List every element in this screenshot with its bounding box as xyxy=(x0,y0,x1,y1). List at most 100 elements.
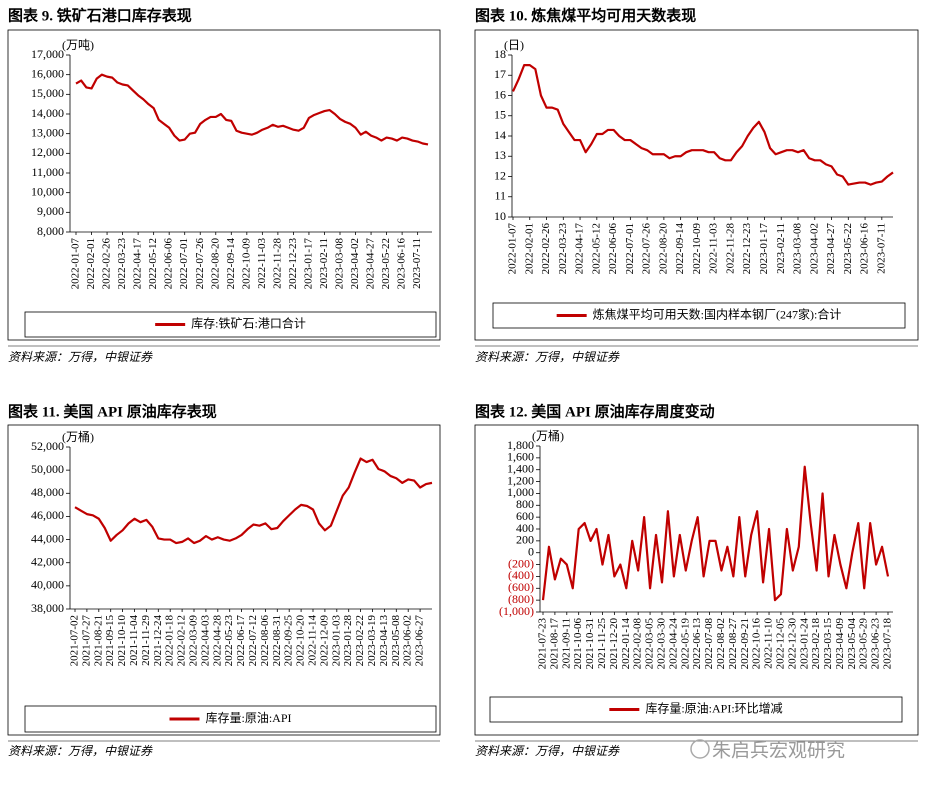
x-tick-label: 2022-05-19 xyxy=(679,618,691,670)
y-tick-label: 1,200 xyxy=(507,473,534,487)
y-tick-label: 50,000 xyxy=(31,462,64,476)
x-tick-label: 2021-11-04 xyxy=(128,615,140,666)
y-tick-label: 1,400 xyxy=(507,461,534,475)
x-tick-label: 2022-02-12 xyxy=(176,615,188,666)
x-tick-label: 2023-01-28 xyxy=(342,615,354,667)
x-tick-label: 2022-08-31 xyxy=(271,615,283,666)
legend-box xyxy=(489,696,903,723)
y-tick-label: 12 xyxy=(494,168,506,182)
y-tick-label: 16,000 xyxy=(31,66,64,80)
x-tick-label: 2022-06-06 xyxy=(163,238,175,290)
x-tick-label: 2021-10-10 xyxy=(116,615,128,667)
x-tick-label: 2021-11-25 xyxy=(596,618,608,669)
y-tick-label: 42,000 xyxy=(31,554,64,568)
x-tick-label: 2022-05-23 xyxy=(223,615,235,667)
y-tick-label: 17,000 xyxy=(31,47,64,61)
y-tick-label: 10 xyxy=(494,209,506,223)
y-tick-label: 400 xyxy=(516,521,534,535)
x-tick-label: 2022-07-01 xyxy=(178,238,190,289)
x-tick-label: 2022-11-14 xyxy=(307,615,319,666)
y-tick-label: 600 xyxy=(516,509,534,523)
x-tick-label: 2022-10-20 xyxy=(295,615,307,667)
x-tick-label: 2022-06-13 xyxy=(691,618,703,670)
chart-title: 图表 11. 美国 API 原油库存表现 xyxy=(8,402,217,420)
x-tick-label: 2022-12-09 xyxy=(318,615,330,667)
y-tick-label: 52,000 xyxy=(31,439,64,453)
axis-unit: (万桶) xyxy=(532,428,564,443)
x-tick-label: 2023-01-17 xyxy=(758,223,770,275)
x-tick-label: 2023-04-02 xyxy=(808,223,820,274)
x-tick-label: 2021-12-24 xyxy=(152,615,164,667)
x-tick-label: 2022-01-07 xyxy=(507,223,519,275)
chart-frame xyxy=(474,29,919,341)
x-tick-label: 2023-03-19 xyxy=(366,615,378,667)
y-tick-label: 13,000 xyxy=(31,125,64,139)
x-tick-label: 2022-03-09 xyxy=(188,615,200,667)
x-tick-label: 2021-07-02 xyxy=(69,615,81,666)
x-tick-label: 2022-07-01 xyxy=(624,223,636,274)
x-tick-label: 2023-05-22 xyxy=(842,223,854,274)
x-tick-label: 2023-06-23 xyxy=(870,618,882,670)
y-tick-label: 10,000 xyxy=(31,184,64,198)
y-tick-label: 14,000 xyxy=(31,106,64,120)
x-tick-label: 2023-06-27 xyxy=(414,615,426,667)
x-tick-label: 2022-07-08 xyxy=(703,618,715,670)
x-tick-label: 2021-07-23 xyxy=(537,618,549,670)
chart-title: 图表 10. 炼焦煤平均可用天数表现 xyxy=(475,6,696,24)
y-tick-label: (800) xyxy=(508,592,534,606)
x-tick-label: 2022-11-28 xyxy=(271,238,283,289)
x-tick-label: 2023-06-16 xyxy=(859,223,871,275)
y-tick-label: 8,000 xyxy=(37,224,64,238)
legend-label: 库存量:原油:API:环比增减 xyxy=(645,700,782,715)
data-line xyxy=(541,465,890,602)
source-note: 资料来源：万得，中银证券 xyxy=(8,744,153,758)
y-tick-label: (400) xyxy=(508,568,534,582)
x-tick-label: 2022-05-12 xyxy=(147,238,159,289)
x-tick-label: 2022-02-26 xyxy=(101,238,113,290)
x-tick-label: 2022-06-06 xyxy=(607,223,619,275)
watermark-icon xyxy=(690,739,710,759)
y-tick-label: (600) xyxy=(508,580,534,594)
chart-title: 图表 12. 美国 API 原油库存周度变动 xyxy=(475,402,715,420)
x-tick-label: 2022-11-28 xyxy=(724,223,736,274)
x-tick-label: 2023-01-17 xyxy=(302,238,314,290)
y-tick-label: (200) xyxy=(508,556,534,570)
x-tick-label: 2022-03-23 xyxy=(116,238,128,290)
watermark: 朱启兵宏观研究 xyxy=(712,739,845,761)
y-tick-label: 800 xyxy=(516,497,534,511)
x-tick-label: 2022-12-23 xyxy=(741,223,753,275)
x-tick-label: 2023-02-22 xyxy=(354,615,366,666)
x-tick-label: 2023-05-04 xyxy=(846,618,858,670)
x-tick-label: 2022-03-23 xyxy=(557,223,569,275)
x-tick-label: 2023-06-02 xyxy=(402,615,414,666)
x-tick-label: 2021-10-31 xyxy=(584,618,596,669)
x-tick-label: 2022-02-26 xyxy=(540,223,552,275)
x-tick-label: 2022-07-12 xyxy=(247,615,259,666)
x-tick-label: 2022-04-28 xyxy=(211,615,223,667)
x-tick-label: 2022-08-20 xyxy=(657,223,669,275)
x-tick-label: 2023-02-11 xyxy=(775,223,787,274)
x-tick-label: 2021-10-06 xyxy=(572,618,584,670)
x-tick-label: 2023-04-02 xyxy=(349,238,361,289)
y-tick-label: 1,600 xyxy=(507,450,534,464)
y-tick-label: 44,000 xyxy=(31,531,64,545)
x-tick-label: 2022-10-16 xyxy=(751,618,763,670)
y-tick-label: 0 xyxy=(528,544,534,558)
x-tick-label: 2023-05-29 xyxy=(858,618,870,670)
legend-box xyxy=(24,311,437,338)
x-tick-label: 2022-04-24 xyxy=(667,618,679,670)
x-tick-label: 2023-03-08 xyxy=(792,223,804,275)
y-tick-label: 14 xyxy=(494,128,506,142)
y-tick-label: 1,000 xyxy=(507,485,534,499)
x-tick-label: 2021-08-21 xyxy=(92,615,104,666)
x-tick-label: 2022-12-30 xyxy=(786,618,798,670)
x-tick-label: 2022-02-01 xyxy=(85,238,97,289)
y-tick-label: 12,000 xyxy=(31,145,64,159)
y-tick-label: 46,000 xyxy=(31,508,64,522)
x-tick-label: 2022-03-30 xyxy=(655,618,667,670)
data-line xyxy=(75,73,429,146)
source-note: 资料来源：万得，中银证券 xyxy=(475,744,620,758)
chart-frame xyxy=(7,29,441,341)
legend-label: 库存:铁矿石:港口合计 xyxy=(191,315,306,330)
x-tick-label: 2022-11-10 xyxy=(763,618,775,669)
